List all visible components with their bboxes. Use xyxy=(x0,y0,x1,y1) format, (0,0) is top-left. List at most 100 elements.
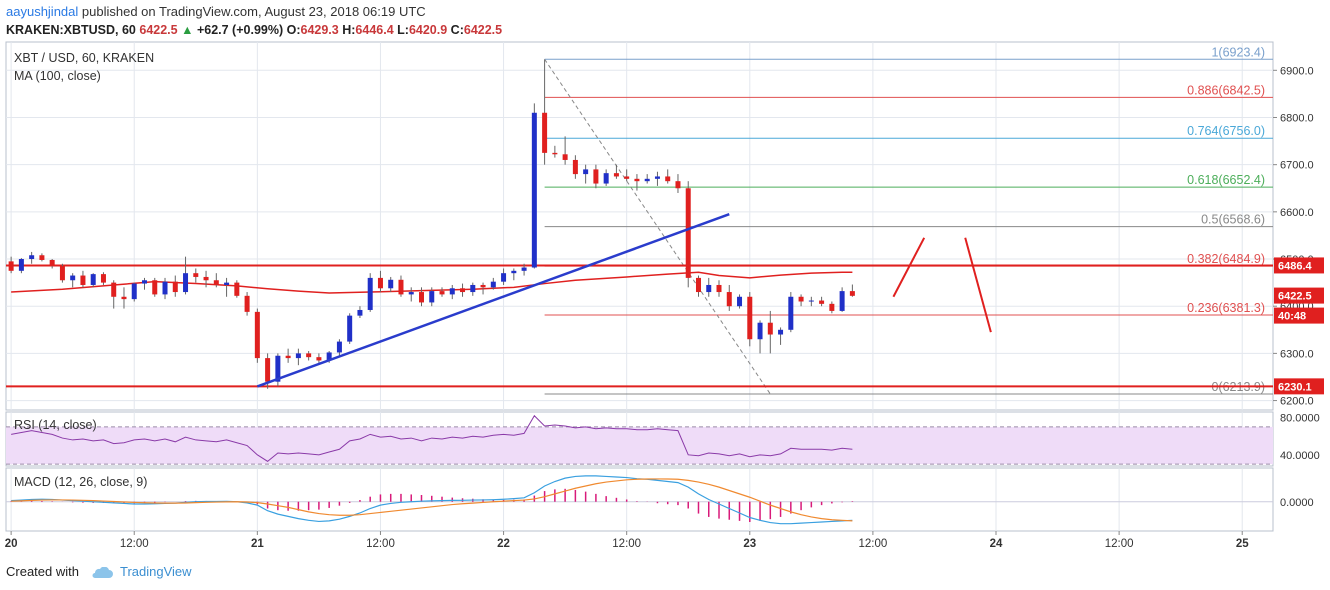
rsi-label: RSI (14, close) xyxy=(14,418,97,432)
candle-down xyxy=(572,159,578,175)
y-tick-label: 6700.0 xyxy=(1280,160,1314,172)
main-pane-frame xyxy=(5,41,1274,411)
candle-up xyxy=(275,355,281,382)
candle-down xyxy=(849,291,855,296)
candle-down xyxy=(49,259,55,267)
candle-down xyxy=(80,275,86,285)
ma-indicator-label: MA (100, close) xyxy=(14,69,101,83)
chart-title: XBT / USD, 60, KRAKEN xyxy=(14,51,154,65)
low-value: 6420.9 xyxy=(408,23,448,37)
x-tick-label: 12:00 xyxy=(1105,538,1134,550)
fib-level-label: 0.618(6652.4) xyxy=(1187,173,1265,187)
y-tick-label: 6300.0 xyxy=(1280,348,1314,360)
x-tick-label: 21 xyxy=(251,538,264,550)
y-tick-label: 6800.0 xyxy=(1280,112,1314,124)
x-tick-label: 22 xyxy=(497,538,510,550)
candle-down xyxy=(234,282,240,296)
candle-up xyxy=(336,341,342,353)
last-price: 6422.5 xyxy=(139,23,178,37)
candle-down xyxy=(695,277,701,293)
candle-down xyxy=(285,355,291,359)
candle-up xyxy=(603,173,609,184)
fib-level-label: 0.5(6568.6) xyxy=(1201,213,1265,227)
candle-up xyxy=(839,291,845,311)
macd-line xyxy=(11,475,853,525)
candle-up xyxy=(347,315,353,342)
candle-up xyxy=(737,296,743,307)
candle-up xyxy=(490,281,496,288)
candle-up xyxy=(357,309,363,316)
candle-down xyxy=(716,284,722,293)
price-chart-svg[interactable]: 6200.06300.06400.06500.06600.06700.06800… xyxy=(0,40,1330,555)
candle-up xyxy=(757,322,763,340)
candle-down xyxy=(798,296,804,302)
candle-down xyxy=(675,181,681,189)
candle-down xyxy=(244,295,250,312)
candle-up xyxy=(449,288,455,295)
candle-down xyxy=(460,288,466,293)
candle-down xyxy=(439,291,445,295)
candle-down xyxy=(613,173,619,177)
candle-up xyxy=(706,284,712,293)
candle-down xyxy=(121,296,127,300)
chart-area[interactable]: 6200.06300.06400.06500.06600.06700.06800… xyxy=(0,40,1330,555)
support-price-tag: 6230.1 xyxy=(1278,381,1312,393)
x-tick-label: 12:00 xyxy=(612,538,641,550)
candle-down xyxy=(213,280,219,285)
candle-down xyxy=(39,255,45,260)
candle-up xyxy=(388,279,394,289)
candle-down xyxy=(265,358,271,382)
candle-down xyxy=(480,284,486,288)
candle-down xyxy=(665,176,671,182)
candle-up xyxy=(18,259,24,271)
x-tick-label: 12:00 xyxy=(120,538,149,550)
scenario-path-line xyxy=(892,237,926,298)
candle-down xyxy=(306,353,312,358)
tradingview-link[interactable]: TradingView xyxy=(120,564,192,579)
change-value: +62.7 (+0.99%) xyxy=(196,23,284,37)
candle-up xyxy=(29,255,35,260)
candle-down xyxy=(377,277,383,289)
close-value: 6422.5 xyxy=(463,23,503,37)
fib-level-label: 0.764(6756.0) xyxy=(1187,124,1265,138)
candle-up xyxy=(408,292,414,295)
macd-pane-frame xyxy=(5,467,1274,532)
candle-down xyxy=(562,154,568,160)
candle-up xyxy=(788,296,794,330)
candle-up xyxy=(644,178,650,182)
symbol-label: KRAKEN:XBTUSD, 60 xyxy=(6,23,136,37)
x-tick-label: 23 xyxy=(743,538,756,550)
macd-label: MACD (12, 26, close, 9) xyxy=(14,475,147,489)
footer: Created with TradingView xyxy=(6,564,192,579)
candle-up xyxy=(511,270,517,274)
candle-down xyxy=(685,188,691,278)
y-tick-label: 6600.0 xyxy=(1280,207,1314,219)
candle-up xyxy=(70,275,76,281)
low-label: L: xyxy=(397,23,409,37)
countdown-tag: 40:48 xyxy=(1278,311,1306,323)
resistance-price-tag-bg xyxy=(1274,257,1324,274)
x-tick-label: 25 xyxy=(1236,538,1249,550)
rsi-band xyxy=(6,426,1273,465)
candle-down xyxy=(193,273,199,277)
macd-tick-label: 0.0000 xyxy=(1280,497,1314,509)
candle-down xyxy=(203,276,209,281)
x-tick-label: 20 xyxy=(5,538,18,550)
candle-up xyxy=(326,352,332,361)
candle-up xyxy=(183,273,189,293)
created-with-text: Created with xyxy=(6,564,79,579)
candle-down xyxy=(593,169,599,184)
candle-down xyxy=(747,296,753,340)
candle-up xyxy=(162,281,168,295)
tradingview-logo-icon xyxy=(92,566,113,578)
candle-up xyxy=(429,291,435,303)
author-link[interactable]: aayushjindal xyxy=(6,4,79,19)
y-tick-label: 6900.0 xyxy=(1280,65,1314,77)
rsi-tick-label: 80.0000 xyxy=(1280,413,1320,425)
rsi-line xyxy=(11,414,853,462)
y-tick-label: 6200.0 xyxy=(1280,396,1314,408)
candle-up xyxy=(531,112,537,268)
publish-text: published on TradingView.com, August 23,… xyxy=(78,4,426,19)
candle-up xyxy=(501,273,507,282)
candle-down xyxy=(829,303,835,311)
